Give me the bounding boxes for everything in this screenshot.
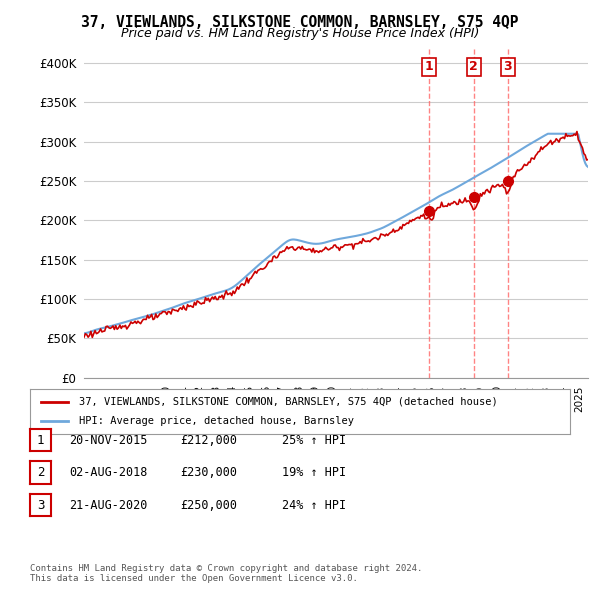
- Text: 25% ↑ HPI: 25% ↑ HPI: [282, 434, 346, 447]
- Text: 19% ↑ HPI: 19% ↑ HPI: [282, 466, 346, 479]
- Text: Price paid vs. HM Land Registry's House Price Index (HPI): Price paid vs. HM Land Registry's House …: [121, 27, 479, 40]
- Text: 24% ↑ HPI: 24% ↑ HPI: [282, 499, 346, 512]
- Text: 3: 3: [503, 60, 512, 73]
- Text: 1: 1: [425, 60, 434, 73]
- Text: 37, VIEWLANDS, SILKSTONE COMMON, BARNSLEY, S75 4QP (detached house): 37, VIEWLANDS, SILKSTONE COMMON, BARNSLE…: [79, 397, 497, 407]
- Text: £212,000: £212,000: [180, 434, 237, 447]
- Text: £250,000: £250,000: [180, 499, 237, 512]
- Text: £230,000: £230,000: [180, 466, 237, 479]
- Text: Contains HM Land Registry data © Crown copyright and database right 2024.
This d: Contains HM Land Registry data © Crown c…: [30, 563, 422, 583]
- Text: 21-AUG-2020: 21-AUG-2020: [69, 499, 148, 512]
- Text: 2: 2: [469, 60, 478, 73]
- Text: 20-NOV-2015: 20-NOV-2015: [69, 434, 148, 447]
- Text: 02-AUG-2018: 02-AUG-2018: [69, 466, 148, 479]
- Text: HPI: Average price, detached house, Barnsley: HPI: Average price, detached house, Barn…: [79, 417, 353, 426]
- Text: 1: 1: [37, 434, 44, 447]
- Text: 3: 3: [37, 499, 44, 512]
- Text: 2: 2: [37, 466, 44, 479]
- Text: 37, VIEWLANDS, SILKSTONE COMMON, BARNSLEY, S75 4QP: 37, VIEWLANDS, SILKSTONE COMMON, BARNSLE…: [81, 15, 519, 30]
